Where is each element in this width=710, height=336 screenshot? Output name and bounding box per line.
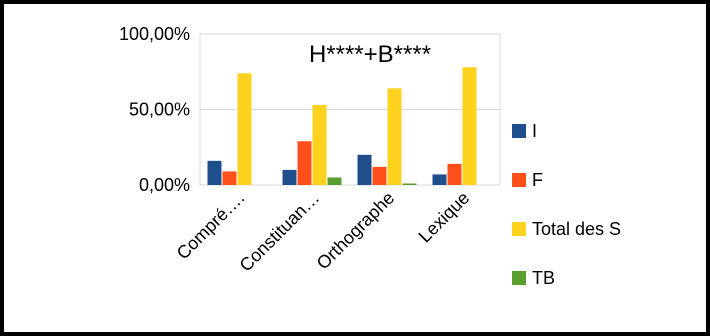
bar-f: [447, 163, 462, 185]
legend-label: TB: [532, 268, 555, 288]
chart-title: H****+B****: [309, 41, 431, 68]
y-axis-ticks: 0,00% 50,00% 100,00%: [119, 24, 190, 195]
x-tick-label: Lexique: [415, 188, 474, 247]
bar-total-des-s: [462, 67, 477, 185]
bar-total-des-s: [312, 104, 327, 185]
bar-i: [282, 169, 297, 185]
bar-f: [297, 141, 312, 185]
legend-swatch: [512, 271, 526, 285]
bar-i: [357, 154, 372, 185]
bar-total-des-s: [237, 73, 252, 185]
bar-tb: [402, 183, 417, 185]
bars: [207, 67, 477, 185]
y-tick-label: 100,00%: [119, 24, 190, 44]
bar-tb: [327, 177, 342, 185]
legend-label: Total des S: [532, 219, 621, 239]
x-tick-label: Constituan…: [236, 188, 324, 276]
bar-f: [372, 166, 387, 185]
y-tick-label: 0,00%: [139, 175, 190, 195]
legend-swatch: [512, 173, 526, 187]
legend-label: I: [532, 121, 537, 141]
y-tick-label: 50,00%: [129, 100, 190, 120]
bar-f: [222, 171, 237, 185]
x-tick-label: Orthographe: [313, 188, 399, 274]
x-axis-ticks: Compré….Constituan…Orthographe Lexique: [173, 188, 474, 276]
x-tick-label: Compré….: [173, 188, 249, 264]
bar-total-des-s: [387, 88, 402, 185]
legend-swatch: [512, 124, 526, 138]
bar-i: [207, 160, 222, 185]
legend-label: F: [532, 170, 543, 190]
legend-swatch: [512, 222, 526, 236]
bar-i: [432, 174, 447, 185]
legend: I F Total des S TB: [512, 121, 621, 288]
